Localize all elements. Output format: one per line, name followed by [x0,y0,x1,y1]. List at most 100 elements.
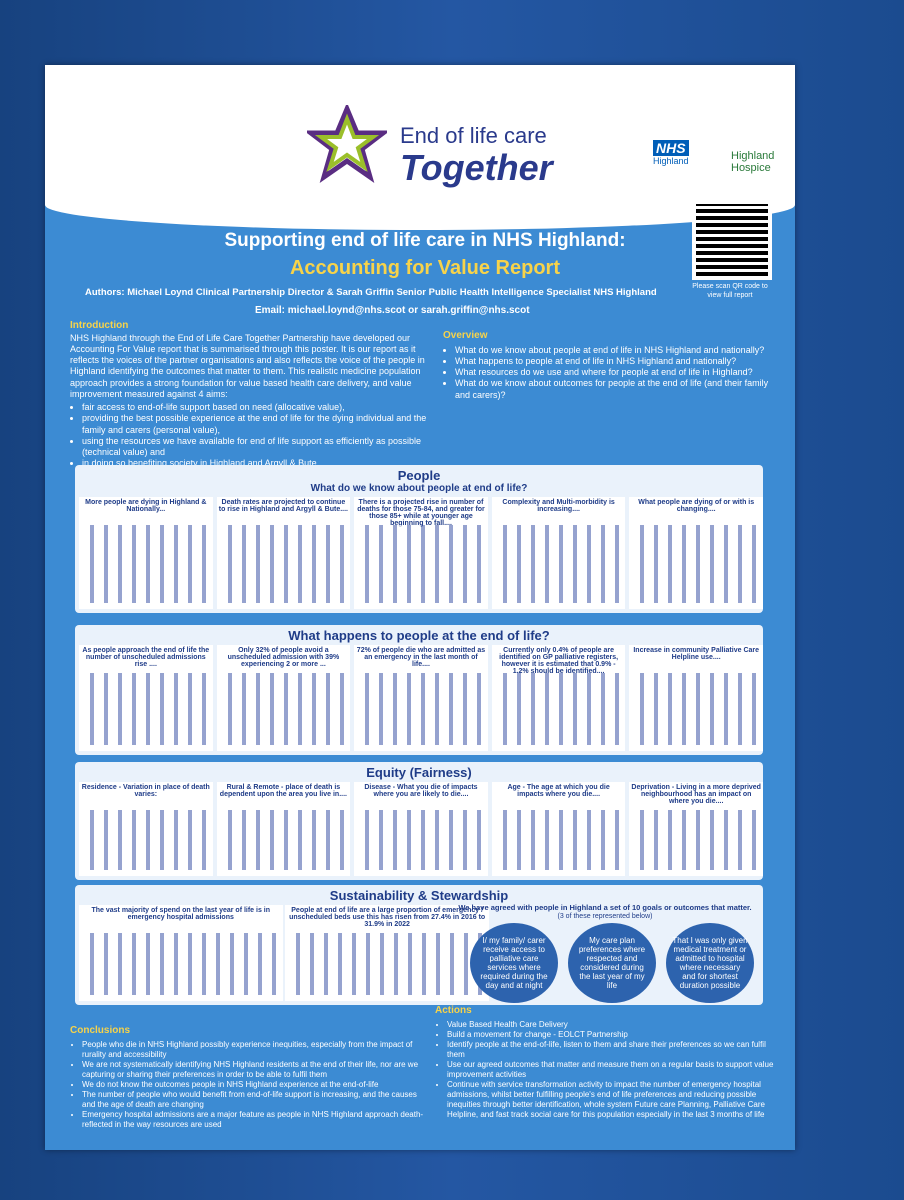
overview: Overview What do we know about people at… [443,330,783,401]
chart-title: Only 32% of people avoid a unscheduled a… [227,647,340,668]
outcomes-sub: (3 of these represented below) [557,913,653,920]
list-item: We are not systematically identifying NH… [82,1060,430,1080]
section-panel: People What do we know about people at en… [75,465,763,613]
brand: End of life care [400,123,547,148]
overview-list: What do we know about people at end of l… [455,345,783,401]
chart-card: The vast majority of spend on the last y… [79,905,283,1001]
hospice: Highland [731,150,775,162]
list-item: fair access to end-of-life support based… [82,402,440,413]
list-item: Use our agreed outcomes that matter and … [447,1060,780,1080]
chart-figure [85,525,207,603]
list-item: Emergency hospital admissions are a majo… [82,1110,430,1130]
chart-figure [85,810,207,870]
list-item: in doing so benefiting society in Highla… [82,458,440,469]
list-item: Value Based Health Care Delivery [447,1020,780,1030]
list-item: using the resources we have available fo… [82,436,440,459]
chart-figure [85,933,277,995]
chart-card: Rural & Remote - place of death is depen… [216,782,351,876]
hospice: Hospice [731,162,771,175]
chart-title: Deprivation - Living in a more deprived … [631,784,761,805]
chart-figure [497,810,620,870]
list-item: What resources do we use and where for p… [455,367,783,378]
chart-title: Death rates are projected to continue to… [218,499,349,513]
conclusions: Conclusions People who die in NHS Highlan… [70,1025,430,1130]
list-item: The number of people who would benefit f… [82,1090,430,1110]
chart-figure [222,525,345,603]
chart-card: Death rates are projected to continue to… [216,497,351,609]
chart-title: As people approach the end of life the n… [82,647,210,668]
chart-figure [635,673,757,745]
chart-title: More people are dying in Highland & Nati… [85,499,207,513]
hospice-logo: Highland Hospice [731,150,774,174]
chart-card: Deprivation - Living in a more deprived … [629,782,763,876]
chart-figure [222,810,345,870]
outcome-bubble: I/ my family/ carer receive access to pa… [470,923,558,1003]
chart-card: More people are dying in Highland & Nati… [79,497,213,609]
chart-figure [360,525,482,603]
introduction: Introduction NHS Highland through the En… [70,320,440,470]
chart-figure [360,673,482,745]
chart-figure [291,933,483,995]
chart-card: People at end of life are a large propor… [285,905,489,1001]
list-item: People who die in NHS Highland possibly … [82,1040,430,1060]
chart-figure [360,810,482,870]
chart-card: As people approach the end of life the n… [79,645,213,751]
heading: Conclusions [70,1025,131,1036]
intro-text: NHS Highland through the End of Life Car… [70,332,425,399]
chart-card: Complexity and Multi-morbidity is increa… [491,497,626,609]
heading: Overview [443,330,488,341]
email: Email: michael.loynd@nhs.scot or sarah.g… [255,305,530,316]
chart-title: Age - The age at which you die impacts w… [507,784,610,798]
nhs: NHS [653,140,689,156]
chart-title: Residence - Variation in place of death … [81,784,210,798]
chart-figure [85,673,207,745]
qr-code [692,200,772,280]
section-title: What happens to people at the end of lif… [288,628,550,643]
section-title: Equity (Fairness) [366,765,472,780]
chart-figure [497,673,620,745]
chart-card: Residence - Variation in place of death … [79,782,213,876]
list-item: providing the best possible experience a… [82,413,440,436]
outcome-bubble: My care plan preferences where respected… [568,923,656,1003]
chart-card: 72% of people die who are admitted as an… [354,645,488,751]
nhs-sub: Highland [653,156,689,166]
list-item: Continue with service transformation act… [447,1080,780,1120]
authors: Authors: Michael Loynd Clinical Partners… [85,287,657,298]
chart-title: Increase in community Palliative Care He… [633,647,760,661]
actions-list: Value Based Health Care DeliveryBuild a … [447,1020,780,1120]
qr-note: Please scan QR code to view full report [692,283,768,299]
conclusions-list: People who die in NHS Highland possibly … [82,1040,430,1130]
heading: Actions [435,1005,472,1016]
chart-card: Currently only 0.4% of people are identi… [491,645,626,751]
nhs-logo: NHS Highland [653,140,689,166]
actions: Actions Value Based Health Care DeliveryB… [435,1005,780,1120]
chart-figure [497,525,620,603]
section-panel: Sustainability & Stewardship The vast maj… [75,885,763,1005]
chart-card: Disease - What you die of impacts where … [354,782,488,876]
logo-star [307,105,387,184]
chart-title: Disease - What you die of impacts where … [364,784,478,798]
outcomes-intro: We have agreed with people in Highland a… [458,903,752,912]
chart-title: The vast majority of spend on the last y… [91,907,271,921]
list-item: What happens to people at end of life in… [455,356,783,367]
subtitle: Accounting for Value Report [289,257,561,279]
chart-figure [222,673,345,745]
chart-card: Only 32% of people avoid a unscheduled a… [216,645,351,751]
chart-figure [635,525,757,603]
list-item: Build a movement for change - EOLCT Part… [447,1030,780,1040]
chart-figure [635,810,757,870]
poster: End of life care Together NHS Highland Hi… [45,65,795,1150]
list-item: Identify people at the end-of-life, list… [447,1040,780,1060]
section-panel: Equity (Fairness) Residence - Variation i… [75,762,763,880]
chart-title: Currently only 0.4% of people are identi… [499,647,619,675]
section-title: Sustainability & Stewardship [329,888,509,903]
chart-card: There is a projected rise in number of d… [354,497,488,609]
chart-title: Rural & Remote - place of death is depen… [219,784,347,798]
chart-title: Complexity and Multi-morbidity is increa… [502,499,615,513]
chart-title: 72% of people die who are admitted as an… [356,647,486,668]
section-panel: What happens to people at the end of lif… [75,625,763,755]
list-item: What do we know about people at end of l… [455,345,783,356]
list-item: What do we know about outcomes for peopl… [455,378,783,401]
section-title: People [397,468,441,483]
brand: Together [400,147,553,188]
